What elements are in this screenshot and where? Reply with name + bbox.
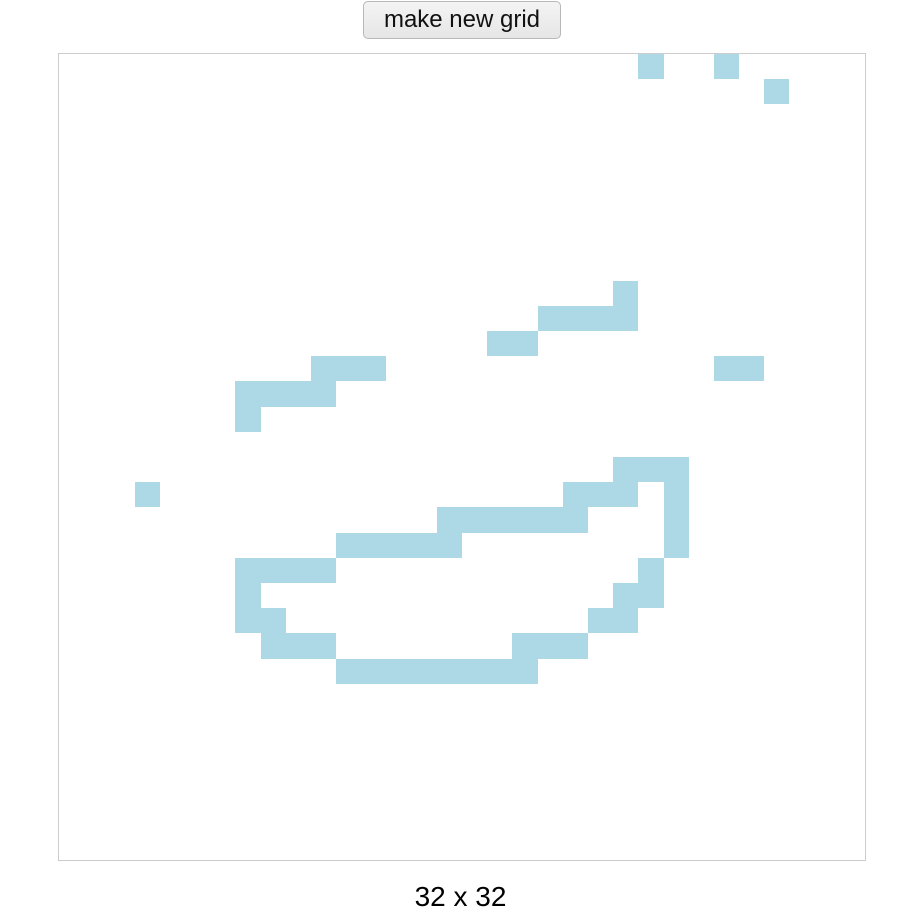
grid-cell-filled[interactable] xyxy=(537,633,563,659)
grid-cell-filled[interactable] xyxy=(336,658,362,684)
grid-cell-filled[interactable] xyxy=(310,381,337,407)
grid-cell-filled[interactable] xyxy=(361,658,387,684)
grid-size-label: 32 x 32 xyxy=(414,881,507,912)
grid-cell-filled[interactable] xyxy=(562,482,588,508)
grid-cell-filled[interactable] xyxy=(462,658,488,684)
grid-cell-filled[interactable] xyxy=(663,507,689,533)
grid-cell-filled[interactable] xyxy=(638,54,664,80)
grid-cell-filled[interactable] xyxy=(411,658,437,684)
grid-cell-filled[interactable] xyxy=(235,406,261,432)
grid-cell-filled[interactable] xyxy=(613,482,639,508)
grid-cell-filled[interactable] xyxy=(537,507,563,533)
grid-cell-filled[interactable] xyxy=(562,633,588,659)
grid-cell-filled[interactable] xyxy=(260,557,286,583)
grid-cell-filled[interactable] xyxy=(613,457,639,483)
grid-cell-filled[interactable] xyxy=(663,532,689,558)
grid-cell-filled[interactable] xyxy=(436,507,462,533)
grid-cell-filled[interactable] xyxy=(613,280,639,306)
grid-cell-filled[interactable] xyxy=(386,658,412,684)
grid-cell-filled[interactable] xyxy=(310,557,337,583)
grid-cell-filled[interactable] xyxy=(613,305,639,332)
grid-cell-filled[interactable] xyxy=(235,381,261,407)
grid-cell-filled[interactable] xyxy=(537,305,563,332)
grid-cell-filled[interactable] xyxy=(386,532,412,558)
grid-cell-filled[interactable] xyxy=(562,507,588,533)
grid-cell-filled[interactable] xyxy=(613,582,639,609)
make-new-grid-button[interactable]: make new grid xyxy=(363,1,561,39)
grid-cell-filled[interactable] xyxy=(285,633,311,659)
grid-cell-filled[interactable] xyxy=(713,356,740,382)
grid-cell-filled[interactable] xyxy=(512,331,538,357)
grid-cell-filled[interactable] xyxy=(361,532,387,558)
grid-cell-filled[interactable] xyxy=(613,608,639,634)
grid-cell-filled[interactable] xyxy=(285,557,311,583)
grid-cell-filled[interactable] xyxy=(436,658,462,684)
grid-cell-filled[interactable] xyxy=(310,633,337,659)
grid-cell-filled[interactable] xyxy=(512,633,538,659)
grid-cell-filled[interactable] xyxy=(487,658,513,684)
grid-cell-filled[interactable] xyxy=(587,482,614,508)
grid-cell-filled[interactable] xyxy=(336,356,362,382)
grid-cell-filled[interactable] xyxy=(260,633,286,659)
grid-cell-filled[interactable] xyxy=(411,532,437,558)
pixel-grid[interactable] xyxy=(58,53,866,861)
grid-cell-filled[interactable] xyxy=(764,79,790,105)
grid-cell-filled[interactable] xyxy=(562,305,588,332)
grid-cell-filled[interactable] xyxy=(713,54,740,80)
grid-cell-filled[interactable] xyxy=(739,356,765,382)
grid-cell-filled[interactable] xyxy=(134,482,160,508)
grid-cell-filled[interactable] xyxy=(487,331,513,357)
grid-cell-filled[interactable] xyxy=(638,582,664,609)
grid-cell-filled[interactable] xyxy=(587,305,614,332)
grid-cell-filled[interactable] xyxy=(361,356,387,382)
grid-cell-filled[interactable] xyxy=(336,532,362,558)
grid-cell-filled[interactable] xyxy=(235,582,261,609)
grid-cell-filled[interactable] xyxy=(310,356,337,382)
grid-cell-filled[interactable] xyxy=(663,482,689,508)
grid-cell-filled[interactable] xyxy=(235,557,261,583)
grid-cell-filled[interactable] xyxy=(638,557,664,583)
grid-cell-filled[interactable] xyxy=(512,658,538,684)
grid-cell-filled[interactable] xyxy=(260,381,286,407)
grid-cell-filled[interactable] xyxy=(638,457,664,483)
grid-cell-filled[interactable] xyxy=(512,507,538,533)
grid-cell-filled[interactable] xyxy=(663,457,689,483)
grid-cell-filled[interactable] xyxy=(587,608,614,634)
grid-cell-filled[interactable] xyxy=(235,608,261,634)
grid-cell-filled[interactable] xyxy=(462,507,488,533)
grid-cell-filled[interactable] xyxy=(260,608,286,634)
grid-cell-filled[interactable] xyxy=(285,381,311,407)
grid-cell-filled[interactable] xyxy=(436,532,462,558)
grid-cell-filled[interactable] xyxy=(487,507,513,533)
